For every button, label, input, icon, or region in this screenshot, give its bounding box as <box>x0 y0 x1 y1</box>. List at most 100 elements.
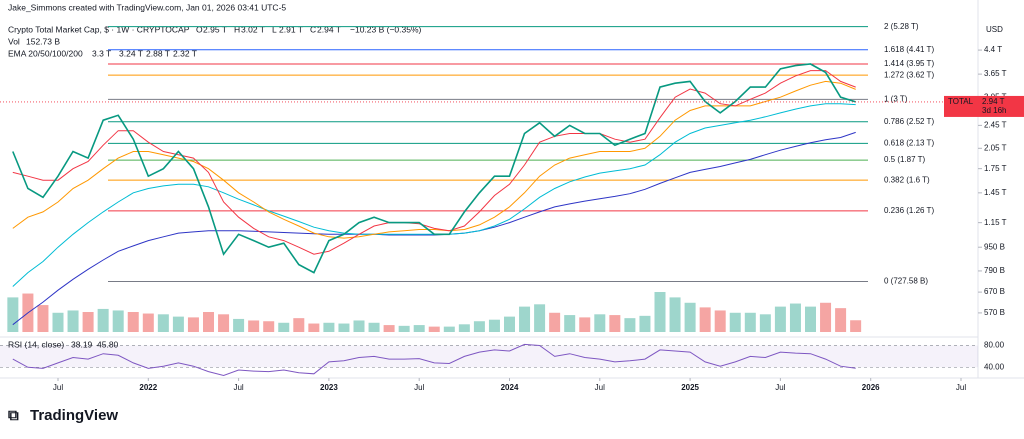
volume-bar <box>443 326 455 332</box>
x-tick-label: 2026 <box>862 383 880 392</box>
ohlc-key: H <box>234 24 240 34</box>
volume-bar <box>820 302 832 332</box>
volume-bar <box>278 322 290 332</box>
volume-bar <box>519 306 531 332</box>
ohlc-key: L <box>272 24 277 34</box>
ohlc-key: C <box>310 24 316 34</box>
x-tick-label: 2023 <box>320 383 338 392</box>
price-tag-box <box>944 95 1024 117</box>
y-tick-label: 1.15 T <box>984 218 1007 227</box>
ema-value: 2.88 T <box>146 48 170 58</box>
ohlc-value: 3.02 T <box>241 24 265 34</box>
volume-bar <box>428 326 440 332</box>
volume-bar <box>52 312 64 332</box>
volume-bar <box>398 325 410 332</box>
price-tag-name: TOTAL <box>948 97 974 106</box>
rsi-tick-label: 80.00 <box>984 341 1005 350</box>
volume-bar <box>669 297 681 332</box>
x-tick-label: Jul <box>595 383 605 392</box>
y-tick-label: 790 B <box>984 266 1005 275</box>
volume-bar <box>609 315 621 332</box>
footer-brand: TradingView <box>30 407 118 424</box>
volume-bar <box>488 319 500 332</box>
symbol: Crypto Total Market Cap, $ · 1W · CRYPTO… <box>8 24 190 34</box>
ema-value: 2.32 T <box>173 48 197 58</box>
y-tick-label: 670 B <box>984 287 1005 296</box>
rsi-tick-label: 40.00 <box>984 362 1005 371</box>
volume-bar <box>7 297 19 332</box>
fib-label: 0.5 (1.87 T) <box>884 155 926 164</box>
volume-bar <box>699 307 711 332</box>
price-tag-countdown: 3d 16h <box>982 106 1006 115</box>
fib-label: 0 (727.58 B) <box>884 277 928 286</box>
ohlc-value: 2.91 T <box>279 24 303 34</box>
rsi-label: RSI (14, close) <box>8 339 64 349</box>
change: −10.23 B (−0.35%) <box>350 24 422 34</box>
fib-label: 1.272 (3.62 T) <box>884 70 934 79</box>
x-tick-label: Jul <box>956 383 966 392</box>
ema-value: 3.24 T <box>119 48 143 58</box>
logo: ⧉ TradingView <box>8 407 118 424</box>
volume-bar <box>473 321 485 332</box>
volume-bar <box>383 325 395 332</box>
ohlc-value: 2.95 T <box>203 24 227 34</box>
ema-line <box>12 80 856 239</box>
volume-bar <box>338 323 350 332</box>
x-tick-label: 2025 <box>681 383 699 392</box>
x-tick-label: Jul <box>414 383 424 392</box>
axis-unit: USD <box>986 25 1003 34</box>
y-tick-label: 570 B <box>984 308 1005 317</box>
volume-bar <box>112 310 124 332</box>
volume-bar <box>127 312 139 332</box>
rsi-band <box>0 345 978 368</box>
x-tick-label: Jul <box>233 383 243 392</box>
volume-bar <box>172 316 184 332</box>
ohlc-key: O <box>196 24 203 34</box>
volume-bar <box>835 308 847 332</box>
volume-bar <box>684 302 696 332</box>
y-tick-label: 4.4 T <box>984 45 1002 54</box>
volume-bar <box>850 320 862 332</box>
volume-bar <box>504 316 515 332</box>
volume-label: Vol <box>8 36 20 46</box>
volume-bar <box>579 317 591 332</box>
volume-bar <box>293 318 305 332</box>
fib-label: 0.236 (1.26 T) <box>884 206 934 215</box>
x-tick-label: Jul <box>775 383 785 392</box>
volume-bar <box>624 318 636 332</box>
volume-bar <box>203 312 214 332</box>
volume-bar <box>654 292 666 332</box>
volume-bar <box>308 323 320 332</box>
fib-label: 1.618 (4.41 T) <box>884 45 934 54</box>
volume-bar <box>549 312 561 332</box>
x-tick-label: Jul <box>53 383 63 392</box>
volume-bar <box>323 322 335 332</box>
volume-bar <box>534 304 546 332</box>
y-tick-label: 3.65 T <box>984 69 1007 78</box>
fib-label: 1 (3 T) <box>884 94 908 103</box>
volume-bar <box>67 310 79 332</box>
volume-bar <box>413 325 425 332</box>
volume-bar <box>218 314 230 332</box>
fib-label: 0.786 (2.52 T) <box>884 117 934 126</box>
volume-bar <box>789 303 801 332</box>
volume-bar <box>759 314 771 332</box>
y-tick-label: 2.05 T <box>984 143 1007 152</box>
volume-bar <box>805 306 816 332</box>
price-line <box>12 63 856 274</box>
y-tick-label: 950 B <box>984 242 1005 251</box>
volume-bar <box>157 314 169 332</box>
y-tick-label: 1.75 T <box>984 164 1007 173</box>
volume-bar <box>353 320 365 332</box>
fib-label: 0.382 (1.6 T) <box>884 175 930 184</box>
volume-bar <box>639 315 651 332</box>
y-tick-label: 1.45 T <box>984 188 1007 197</box>
volume-bar <box>248 320 260 332</box>
volume-bar <box>744 312 756 332</box>
volume-bar <box>714 310 726 332</box>
fib-label: 1.414 (3.95 T) <box>884 59 934 68</box>
volume-value: 152.73 B <box>26 36 60 46</box>
rsi-line <box>12 343 856 377</box>
